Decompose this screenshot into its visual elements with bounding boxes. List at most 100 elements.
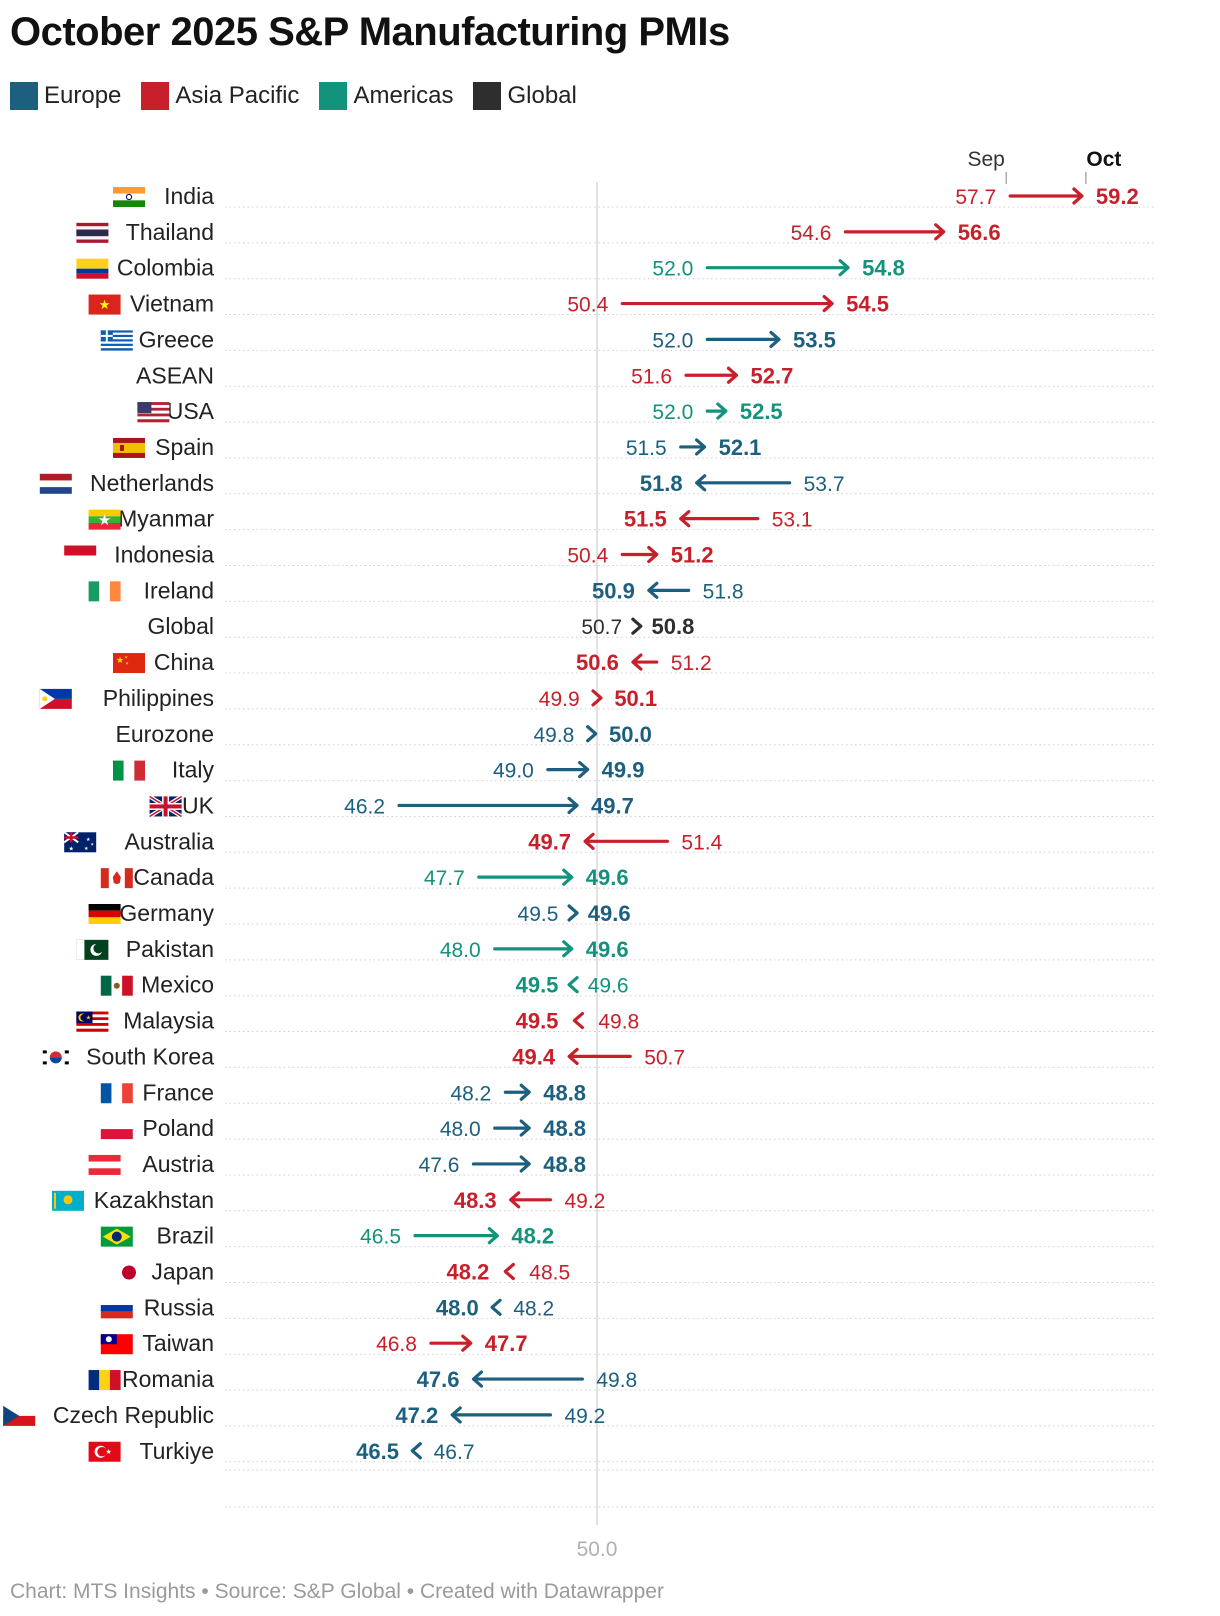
sep-value-label: 49.9 xyxy=(539,688,580,711)
country-label: Vietnam xyxy=(130,291,214,317)
country-label: Austria xyxy=(142,1151,214,1177)
legend-swatch-global xyxy=(473,82,502,110)
country-label: Japan xyxy=(151,1259,214,1285)
flag-part xyxy=(88,1154,121,1162)
chart-row: Ireland 51.8 50.9 xyxy=(88,577,1155,603)
flag-part xyxy=(64,1061,69,1065)
flag-star: ★ xyxy=(86,837,91,843)
sep-value-label: 48.5 xyxy=(529,1262,570,1285)
flag-part xyxy=(100,1305,133,1312)
change-arrow-head xyxy=(562,940,574,958)
chart-row: ASEAN 51.6 52.7 xyxy=(136,362,1155,388)
chart-row: Taiwan 46.8 47.7 xyxy=(100,1330,1155,1356)
flag-part xyxy=(64,1050,69,1054)
country-label: Australia xyxy=(125,828,215,854)
sep-value-label: 46.5 xyxy=(360,1226,401,1249)
flag-part xyxy=(88,522,121,530)
change-arrow-head xyxy=(822,294,834,313)
change-arrow-head xyxy=(716,402,728,420)
flag-part xyxy=(113,982,120,989)
flag-part xyxy=(100,1083,112,1104)
flag-part xyxy=(100,348,133,351)
oct-value-label: 48.2 xyxy=(511,1224,554,1249)
oct-value-label: 52.1 xyxy=(719,435,762,460)
legend-label-americas: Americas xyxy=(353,82,454,109)
change-arrow-head xyxy=(562,868,574,886)
legend-label-europe: Europe xyxy=(44,82,122,109)
change-arrow-head xyxy=(461,1334,473,1352)
change-arrow-head xyxy=(934,223,946,241)
chart-row: Mexico 49.6 49.5 xyxy=(100,972,1155,998)
change-arrow-head xyxy=(519,1083,531,1101)
oct-value-label: 50.8 xyxy=(652,614,695,639)
country-label: UK xyxy=(182,792,215,818)
sep-value-label: 50.4 xyxy=(567,294,608,317)
country-label: Poland xyxy=(142,1115,214,1141)
chart-footer: Chart: MTS Insights • Source: S&P Global… xyxy=(10,1580,664,1603)
flag-part xyxy=(137,404,170,409)
oct-value-label: 48.8 xyxy=(543,1116,586,1141)
chart-row: Greece 52.0 53.5 xyxy=(100,326,1155,352)
oct-value-label: 49.5 xyxy=(516,1009,559,1034)
flag-part xyxy=(137,402,152,414)
change-arrow-head xyxy=(1072,187,1084,205)
change-arrow-head xyxy=(726,366,739,384)
change-arrow-head xyxy=(490,1298,502,1316)
country-label: USA xyxy=(167,398,215,424)
oct-value-label: 48.0 xyxy=(436,1295,479,1320)
sep-value-label: 50.4 xyxy=(567,545,608,568)
change-arrow-head xyxy=(695,474,707,492)
flag-part xyxy=(42,1061,47,1065)
oct-value-label: 52.5 xyxy=(740,399,783,424)
flag-star: ★ xyxy=(105,1448,111,1456)
flag-part xyxy=(123,760,135,781)
legend-swatch-asia-pacific xyxy=(141,82,170,110)
france-flag xyxy=(100,1083,133,1104)
chart-row: Australia★★★★ 51.449.7 xyxy=(63,828,1155,854)
sep-value-label: 52.0 xyxy=(652,329,693,352)
south-korea-flag xyxy=(39,1047,72,1068)
flag-star: ★ xyxy=(84,846,89,852)
flag-part xyxy=(88,904,121,911)
chart-row: Philippines 49.9 50.1 xyxy=(39,685,1155,711)
header-sep-label: Sep xyxy=(968,148,1005,171)
chart-row: Russia 48.2 48.0 xyxy=(100,1294,1155,1320)
oct-value-label: 48.2 xyxy=(447,1260,490,1285)
change-arrow-head xyxy=(578,760,590,779)
colombia-flag xyxy=(76,258,109,279)
flag-star: ★ xyxy=(90,842,94,847)
chart-row: Austria 47.6 48.8 xyxy=(88,1151,1155,1177)
header-oct-label: Oct xyxy=(1086,148,1121,171)
oct-value-label: 50.1 xyxy=(614,686,657,711)
legend: Europe Asia Pacific Americas Global xyxy=(10,82,597,110)
flag-star: ★ xyxy=(125,660,129,665)
flag-part xyxy=(100,337,133,340)
oct-value-label: 51.2 xyxy=(671,543,714,568)
czech-republic-flag xyxy=(3,1405,36,1426)
flag-part xyxy=(100,334,133,338)
sep-value-label: 47.6 xyxy=(419,1154,460,1177)
legend-swatch-americas xyxy=(319,82,348,110)
flag-part xyxy=(42,1050,47,1054)
oct-value-label: 47.7 xyxy=(485,1331,528,1356)
flag-part xyxy=(88,917,121,924)
flag-part xyxy=(109,1370,121,1391)
chart-row: South Korea 50.7 49.4 xyxy=(39,1043,1155,1069)
china-flag: ★ ★★ xyxy=(113,653,145,674)
oct-value-label: 49.7 xyxy=(591,793,634,818)
country-label: Romania xyxy=(122,1366,214,1392)
flag-star: ★ xyxy=(124,654,128,659)
canada-flag xyxy=(100,868,133,889)
sep-value-label: 51.6 xyxy=(631,365,672,388)
flag-part xyxy=(113,653,145,674)
chart-row: India 57.7 59.2 xyxy=(113,183,1155,209)
change-arrow-head xyxy=(487,1227,499,1245)
change-arrow-head xyxy=(647,545,659,564)
flag-star: ★ xyxy=(69,845,74,852)
chart-row: UK 46.2 49.7 xyxy=(148,792,1155,818)
flag-part xyxy=(88,294,121,315)
country-label: Greece xyxy=(139,326,214,352)
oct-value-label: 54.5 xyxy=(846,292,889,317)
malaysia-flag: ★ xyxy=(76,1011,109,1032)
country-label: Global xyxy=(148,613,214,639)
